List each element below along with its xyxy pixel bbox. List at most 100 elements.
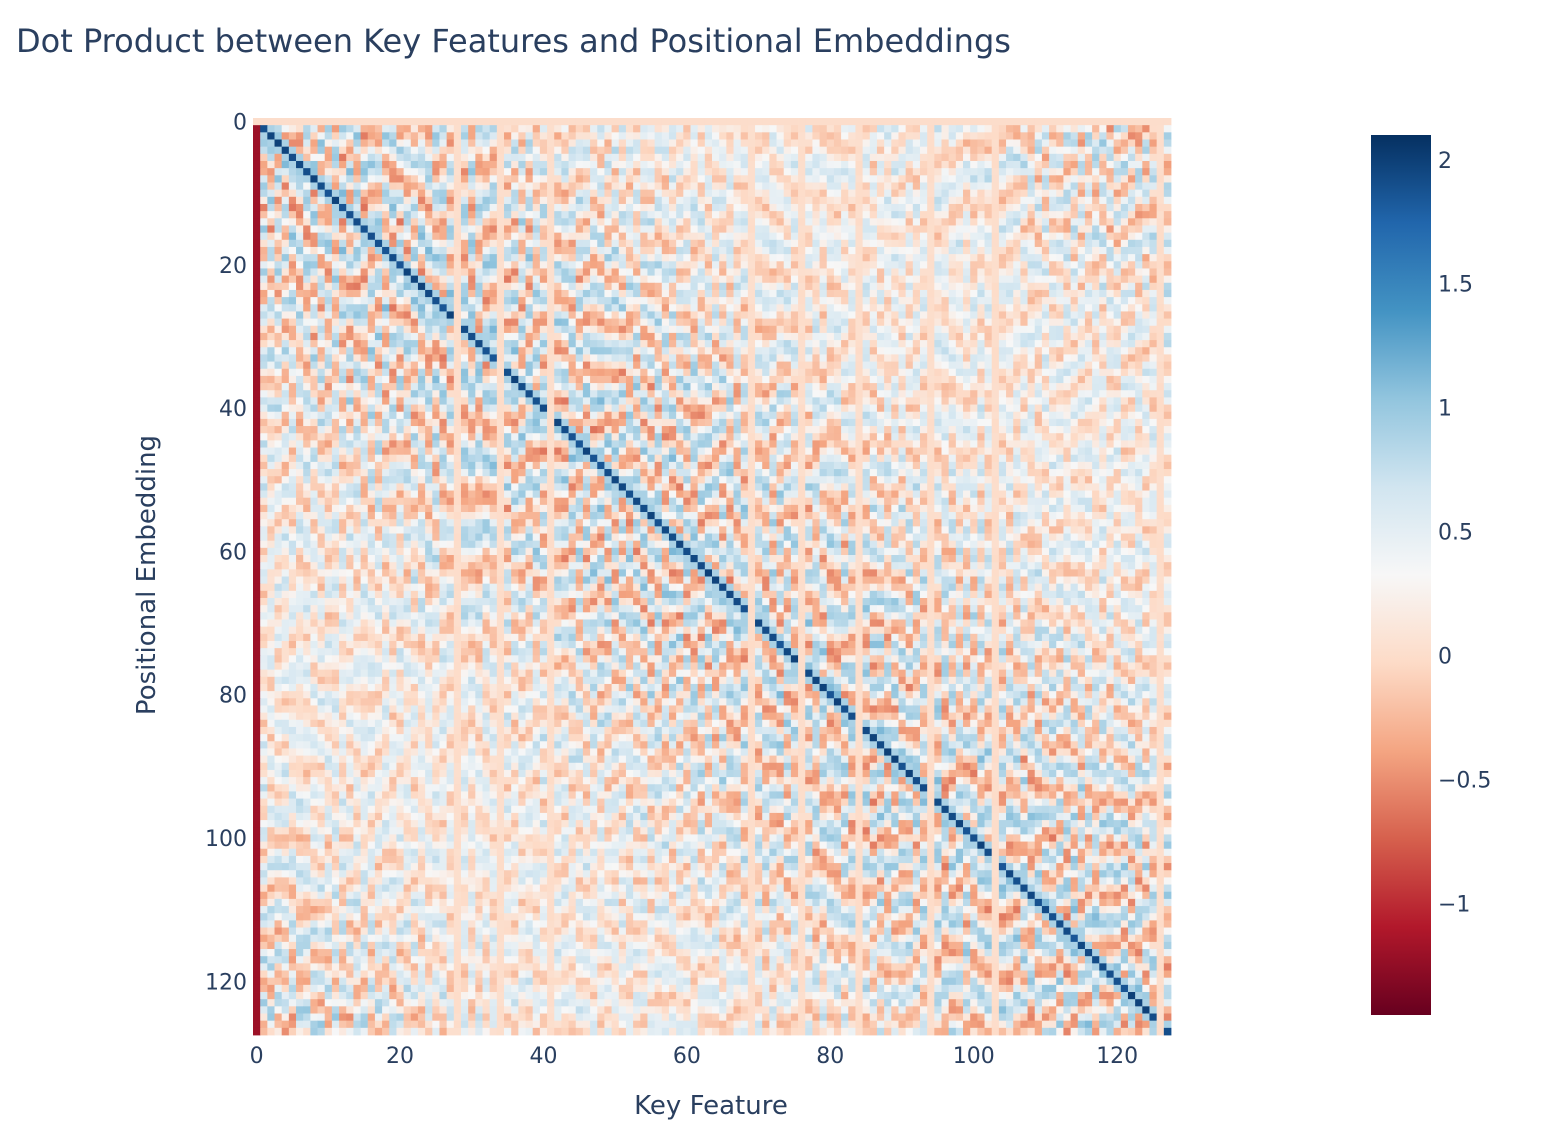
heatmap-cell (410, 189, 419, 198)
heatmap-cell (439, 118, 448, 126)
heatmap-cell (1106, 125, 1115, 133)
heatmap-cell (984, 211, 993, 219)
heatmap-cell (826, 239, 835, 248)
heatmap-cell (1142, 189, 1150, 198)
heatmap-cell (1049, 268, 1057, 277)
heatmap-cell (382, 304, 390, 312)
heatmap-cell (1156, 175, 1165, 183)
heatmap-cell (518, 261, 526, 269)
heatmap-cell (324, 189, 333, 198)
heatmap-cell (1056, 354, 1064, 362)
heatmap-cell (633, 289, 641, 298)
heatmap-cell (955, 332, 964, 341)
heatmap-cell (1135, 189, 1143, 198)
heatmap-cell (841, 153, 849, 162)
heatmap-cell (460, 268, 469, 277)
heatmap-cell (812, 304, 820, 312)
heatmap-cell (654, 239, 663, 248)
heatmap-cell (841, 203, 849, 212)
heatmap-cell (647, 311, 656, 319)
heatmap-cell (755, 125, 763, 133)
heatmap-cell (532, 182, 541, 191)
heatmap-cell (360, 282, 369, 291)
heatmap-cell (955, 311, 964, 319)
heatmap-cell (346, 383, 354, 391)
heatmap-cell (697, 182, 706, 191)
heatmap-cell (654, 146, 663, 155)
heatmap-cell (1056, 304, 1064, 312)
heatmap-cell (1113, 189, 1122, 198)
heatmap-cell (389, 340, 397, 348)
heatmap-cell (697, 311, 706, 319)
heatmap-cell (1092, 232, 1100, 241)
heatmap-cell (1049, 175, 1057, 183)
heatmap-cell (274, 297, 283, 305)
heatmap-cell (425, 132, 433, 140)
heatmap-cell (432, 354, 440, 362)
heatmap-cell (812, 160, 820, 169)
heatmap-cell (604, 182, 612, 191)
heatmap-cell (253, 275, 261, 284)
heatmap-cell (489, 203, 498, 212)
heatmap-cell (941, 297, 950, 305)
heatmap-cell (267, 125, 275, 133)
heatmap-cell (303, 146, 311, 155)
heatmap-cell (1034, 246, 1043, 255)
heatmap-cell (1077, 375, 1086, 384)
heatmap-cell (963, 146, 971, 155)
heatmap-cell (1013, 218, 1021, 226)
heatmap-cell (647, 118, 656, 126)
heatmap-cell (1027, 347, 1036, 355)
heatmap-cell (891, 118, 899, 126)
heatmap-cell (468, 118, 476, 126)
heatmap-cell (1027, 311, 1036, 319)
heatmap-cell (504, 254, 512, 262)
heatmap-cell (353, 325, 361, 334)
heatmap-cell (676, 146, 684, 155)
heatmap-cell (955, 275, 964, 284)
heatmap-cell (984, 196, 993, 205)
heatmap-cell (389, 225, 397, 234)
heatmap-cell (389, 318, 397, 327)
heatmap-cell (374, 211, 383, 219)
heatmap-cell (425, 246, 433, 255)
heatmap-cell (805, 168, 813, 176)
heatmap-cell (833, 168, 842, 176)
heatmap-cell (726, 125, 734, 133)
heatmap-cell (769, 146, 777, 155)
heatmap-cell (539, 311, 548, 319)
heatmap-cell (590, 182, 598, 191)
heatmap-cell (1041, 182, 1050, 191)
heatmap-cell (991, 282, 1000, 291)
heatmap-cell (977, 175, 985, 183)
heatmap-cell (955, 289, 964, 298)
heatmap-cell (317, 282, 326, 291)
heatmap-cell (353, 361, 361, 370)
heatmap-cell (798, 304, 806, 312)
heatmap-cell (841, 118, 849, 126)
heatmap-cell (963, 289, 971, 298)
heatmap-cell (353, 189, 361, 198)
heatmap-cell (726, 347, 734, 355)
heatmap-cell (783, 211, 792, 219)
heatmap-cell (1163, 239, 1172, 248)
heatmap-cell (281, 118, 290, 126)
heatmap-cell (1077, 232, 1086, 241)
heatmap-cell (274, 261, 283, 269)
heatmap-cell (525, 196, 534, 205)
heatmap-cell (697, 340, 706, 348)
heatmap-cell (539, 218, 548, 226)
heatmap-cell (1056, 182, 1064, 191)
heatmap-cell (955, 383, 964, 391)
heatmap-cell (374, 132, 383, 140)
heatmap-cell (1013, 332, 1021, 341)
heatmap-cell (253, 182, 261, 191)
heatmap-cell (984, 182, 993, 191)
heatmap-cell (253, 175, 261, 183)
heatmap-cell (668, 139, 677, 148)
heatmap-cell (575, 390, 584, 398)
heatmap-cell (1099, 132, 1107, 140)
heatmap-cell (991, 196, 1000, 205)
heatmap-cell (919, 289, 928, 298)
heatmap-cell (891, 160, 899, 169)
